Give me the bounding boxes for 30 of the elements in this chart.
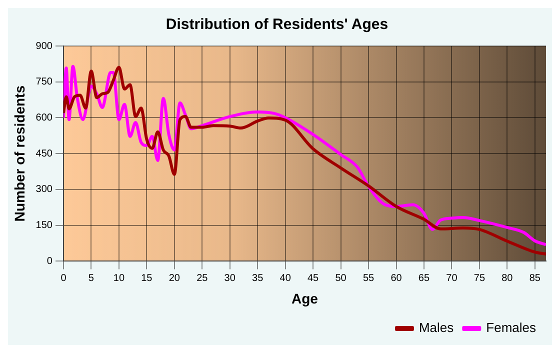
y-tick-label: 300	[36, 184, 53, 196]
y-tick-label: 150	[36, 220, 53, 232]
x-tick-label: 85	[529, 272, 541, 284]
chart-title: Distribution of Residents' Ages	[166, 16, 388, 34]
x-tick-label: 15	[141, 272, 153, 284]
y-axis-title: Number of residents	[11, 85, 28, 222]
x-tick-label: 55	[362, 272, 375, 284]
legend-label: Females	[486, 320, 536, 336]
x-tick-label: 20	[168, 272, 180, 284]
y-tick-label: 0	[46, 256, 53, 267]
x-tick-label: 40	[280, 272, 292, 284]
x-tick-label: 50	[335, 272, 347, 284]
x-tick-label: 30	[224, 272, 236, 284]
legend-label: Males	[418, 320, 454, 336]
x-tick-label: 60	[390, 272, 402, 284]
y-tick-label: 900	[36, 40, 53, 52]
x-tick-label: 10	[113, 272, 125, 284]
x-tick-label: 35	[252, 272, 264, 284]
x-tick-label: 80	[502, 272, 514, 284]
x-tick-label: 75	[474, 272, 486, 284]
y-tick-label: 450	[36, 148, 53, 160]
x-tick-label: 5	[88, 272, 94, 284]
y-tick-label: 600	[36, 112, 53, 124]
x-tick-label: 70	[446, 272, 458, 284]
x-tick-label: 65	[418, 272, 430, 284]
x-tick-label: 25	[196, 272, 208, 284]
x-tick-label: 45	[308, 272, 320, 284]
y-tick-label: 750	[36, 76, 53, 88]
x-axis-title: Age	[292, 290, 318, 306]
x-tick-label: 0	[60, 272, 67, 284]
